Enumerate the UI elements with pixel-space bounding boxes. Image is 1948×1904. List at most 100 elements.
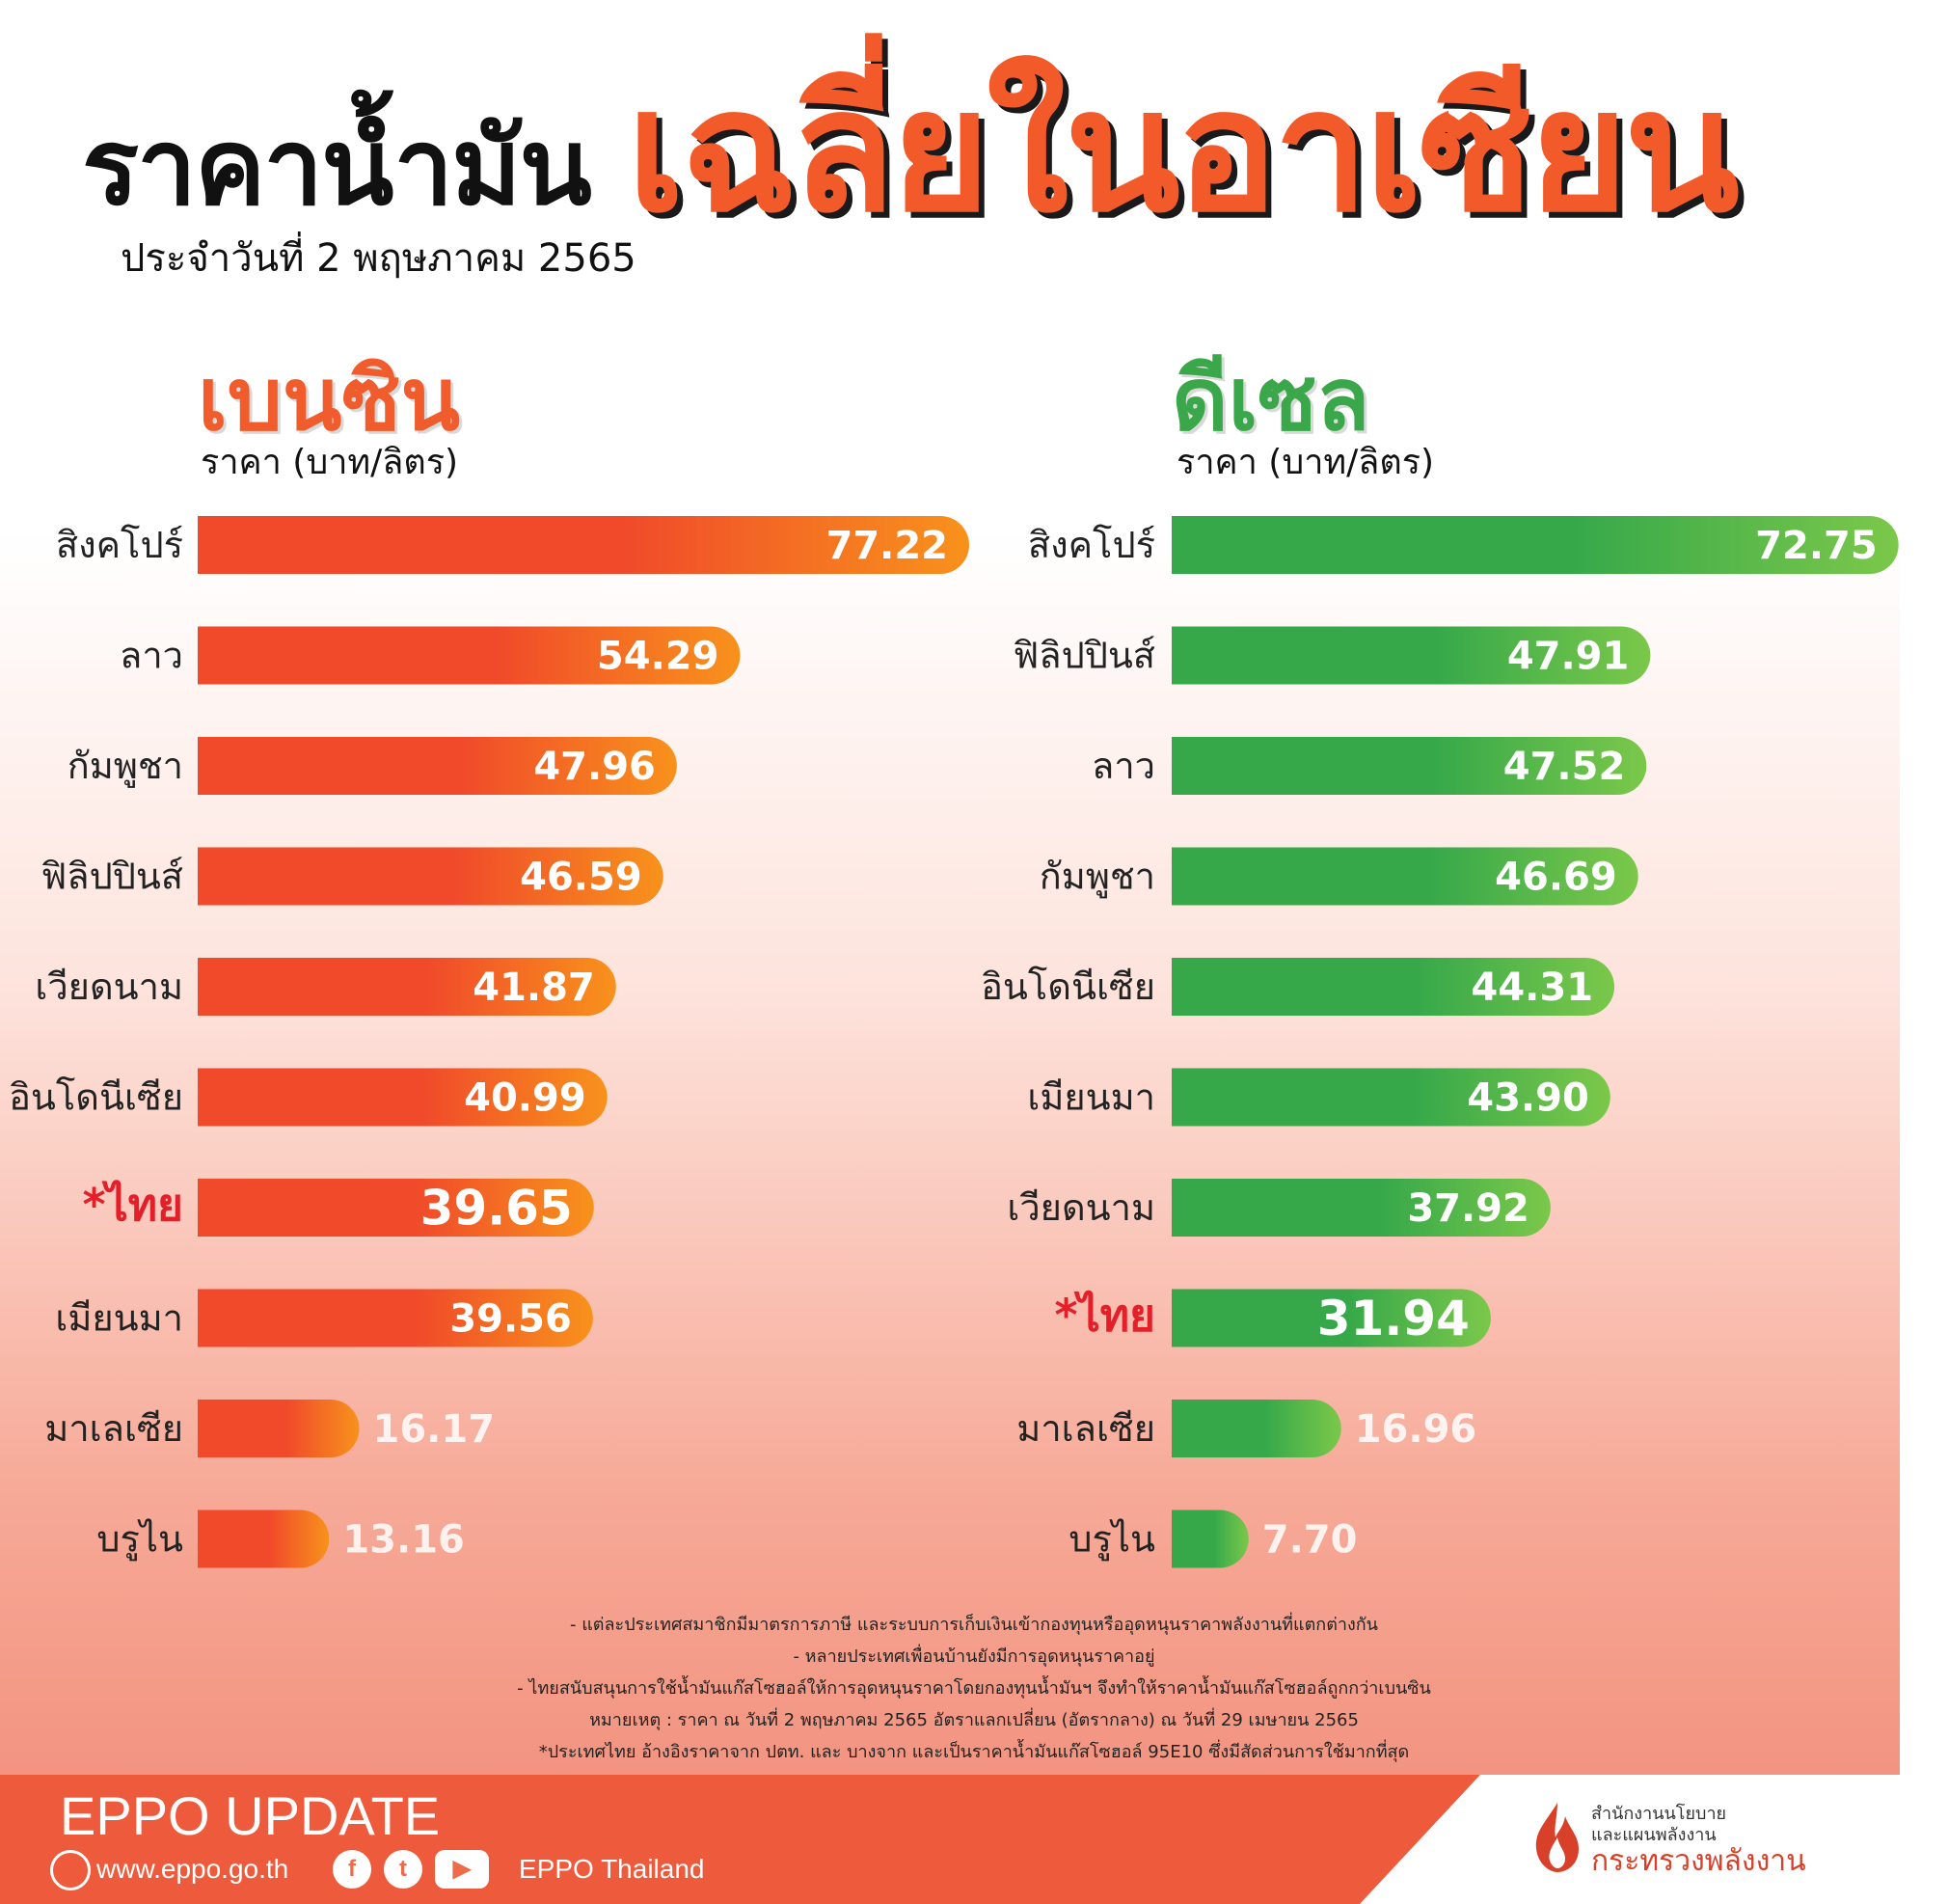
bar-left-edge <box>198 847 227 906</box>
value-label: 72.75 <box>1755 524 1878 568</box>
globe-icon <box>50 1850 91 1890</box>
bar-left-edge <box>1172 1179 1201 1237</box>
brand-title: EPPO UPDATE <box>60 1785 441 1846</box>
diesel-chart: สิงคโปร์ 72.75 ฟิลิปปินส์ 47.91 ลาว 47.52 กัมพ… <box>981 516 1899 1568</box>
category-label: เวียดนาม <box>35 966 183 1008</box>
bar <box>1172 737 1647 795</box>
footer-note: - แต่ละประเทศสมาชิกมีมาตรการภาษี และระบบ… <box>569 1615 1378 1635</box>
value-label: 47.96 <box>533 745 656 789</box>
bar-left-edge <box>198 1068 227 1127</box>
bar <box>198 1510 330 1568</box>
category-label: อินโดนีเซีย <box>981 966 1155 1008</box>
diesel-title: ดีเซล <box>1172 349 1370 450</box>
bar-left-edge <box>1172 1510 1201 1568</box>
value-label: 39.65 <box>420 1181 573 1237</box>
bar <box>198 958 616 1016</box>
benzin-unit: ราคา (บาท/ลิตร) <box>201 443 459 482</box>
value-label: 41.87 <box>473 966 595 1010</box>
value-label: 47.52 <box>1503 745 1626 789</box>
footer-notes: - แต่ละประเทศสมาชิกมีมาตรการภาษี และระบบ… <box>0 1609 1948 1768</box>
bar-left-edge <box>1172 737 1201 795</box>
bar <box>1172 958 1615 1016</box>
bar-left-edge <box>198 516 227 574</box>
footer-note: หมายเหตุ : ราคา ณ วันที่ 2 พฤษภาคม 2565 … <box>589 1710 1359 1730</box>
ministry-line: และแผนพลังงาน <box>1591 1825 1717 1845</box>
value-label: 37.92 <box>1407 1186 1529 1231</box>
facebook-icon[interactable]: f <box>333 1850 371 1889</box>
category-label: มาเลเซีย <box>44 1407 183 1450</box>
category-label: มาเลเซีย <box>1016 1407 1155 1450</box>
diesel-unit: ราคา (บาท/ลิตร) <box>1177 443 1435 482</box>
bar <box>1172 847 1638 906</box>
bar-left-edge <box>198 1510 227 1568</box>
benzin-chart: สิงคโปร์ 77.22 ลาว 54.29 กัมพูชา 47.96 ฟิลิปปิ… <box>9 516 969 1568</box>
benzin-title: เบนซิน <box>198 349 461 450</box>
bar-left-edge <box>1172 626 1201 685</box>
category-label: สิงคโปร์ <box>56 524 183 566</box>
bar-left-edge <box>198 737 227 795</box>
bar <box>198 626 741 685</box>
value-label: 54.29 <box>597 635 719 679</box>
value-label: 47.91 <box>1507 635 1630 679</box>
footer-note: *ประเทศไทย อ้างอิงราคาจาก ปตท. และ บางจา… <box>538 1742 1410 1762</box>
bar <box>198 1289 593 1347</box>
bar <box>198 516 969 574</box>
ministry-flame-icon <box>1535 1803 1579 1872</box>
bar-left-edge <box>1172 516 1201 574</box>
bar-left-edge <box>198 1179 227 1237</box>
category-label: อินโดนีเซีย <box>9 1076 183 1119</box>
bar-left-edge <box>198 958 227 1016</box>
youtube-icon[interactable]: ▶ <box>435 1850 489 1889</box>
category-label: เวียดนาม <box>1007 1186 1155 1229</box>
value-label: 7.70 <box>1262 1518 1358 1563</box>
value-label: 43.90 <box>1467 1076 1589 1121</box>
category-label: บรูไน <box>96 1518 183 1562</box>
category-label: เมียนมา <box>55 1297 183 1340</box>
category-label: *ไทย <box>1055 1290 1155 1342</box>
bar <box>198 1068 608 1127</box>
title-date: ประจำวันที่ 2 พฤษภาคม 2565 <box>121 236 636 281</box>
footer-note: - หลายประเทศเพื่อนบ้านยังมีการอุดหนุนราค… <box>793 1646 1155 1667</box>
value-label: 13.16 <box>342 1518 465 1563</box>
website-link[interactable]: www.eppo.go.th <box>96 1854 289 1884</box>
title-main: ราคาน้ำมัน <box>82 105 592 229</box>
bar-left-edge <box>1172 1400 1201 1457</box>
bar-left-edge <box>198 1400 227 1457</box>
bar <box>198 737 677 795</box>
category-label: เมียนมา <box>1027 1076 1155 1119</box>
value-label: 16.17 <box>373 1407 496 1452</box>
twitter-icon[interactable]: t <box>384 1850 422 1889</box>
value-label: 77.22 <box>825 524 948 568</box>
bar-left-edge <box>198 626 227 685</box>
ministry-office: สำนักงานนโยบาย และแผนพลังงาน <box>1591 1804 1726 1846</box>
bar <box>198 847 663 906</box>
value-label: 44.31 <box>1472 966 1594 1010</box>
bar-left-edge <box>198 1289 227 1347</box>
value-label: 46.69 <box>1495 856 1617 900</box>
category-label: กัมพูชา <box>1040 856 1155 899</box>
bar <box>1172 1289 1491 1347</box>
right-margin <box>1900 0 1948 1904</box>
bar-left-edge <box>1172 958 1201 1016</box>
footer-note: - ไทยสนับสนุนการใช้น้ำมันแก๊สโซฮอล์ให้กา… <box>517 1678 1431 1699</box>
value-label: 31.94 <box>1317 1291 1470 1346</box>
ministry-name: กระทรวงพลังงาน <box>1591 1844 1806 1878</box>
category-label: กัมพูชา <box>68 745 183 788</box>
category-label: บรูไน <box>1069 1518 1155 1562</box>
bar-left-edge <box>1172 1289 1201 1347</box>
category-label: *ไทย <box>83 1179 183 1231</box>
bar <box>198 1400 360 1457</box>
value-label: 39.56 <box>449 1297 572 1342</box>
category-label: ฟิลิปปินส์ <box>41 856 183 898</box>
category-label: สิงคโปร์ <box>1028 524 1155 566</box>
category-label: ลาว <box>1092 745 1155 787</box>
category-label: ฟิลิปปินส์ <box>1013 635 1155 677</box>
bar <box>1172 1068 1610 1127</box>
value-label: 40.99 <box>464 1076 586 1121</box>
title-big: เฉลี่ยในอาเซียน <box>627 54 1740 250</box>
value-label: 46.59 <box>520 856 642 900</box>
bar-left-edge <box>1172 847 1201 906</box>
bar <box>1172 1179 1551 1237</box>
